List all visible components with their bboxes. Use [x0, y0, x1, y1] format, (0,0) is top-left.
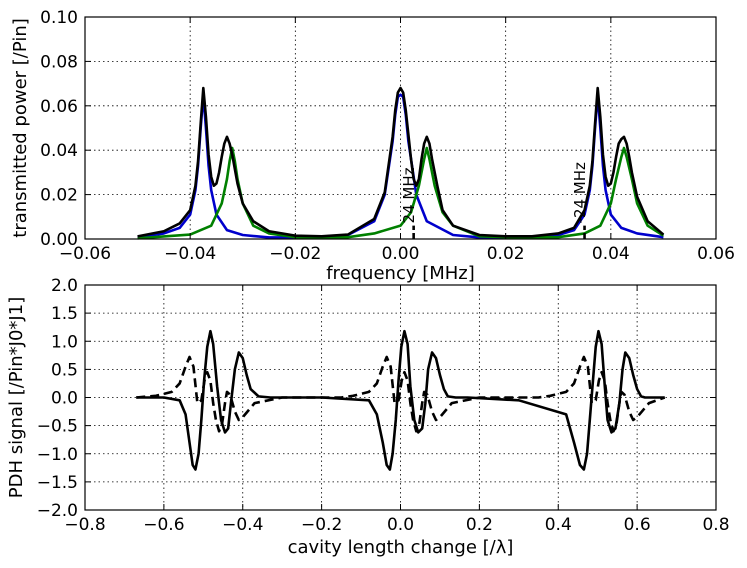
y-tick-label: 0.08 — [40, 52, 78, 72]
series-line-1 — [136, 355, 666, 433]
series-line-0 — [136, 329, 665, 471]
x-tick-label: 0.4 — [545, 515, 572, 535]
transmitted-power-panel: 24 MHz -24 MHz −0.06 −0.04 −0.02 0.00 0.02 0.04… — [10, 8, 735, 284]
annotation-label: -24 MHz — [571, 162, 589, 223]
x-tick-label: 0.0 — [387, 515, 414, 535]
y-tick-label: −0.5 — [37, 417, 78, 437]
x-tick-label: −0.02 — [269, 244, 321, 264]
y-tick-label: −1.0 — [37, 445, 78, 465]
series-line-1 — [137, 146, 665, 240]
y-tick-label: 1.5 — [51, 304, 78, 324]
x-axis-label: cavity length change [/λ] — [288, 537, 514, 558]
y-tick-label: −1.5 — [37, 473, 78, 493]
y-tick-label: −2.0 — [37, 501, 78, 521]
x-tick-label: 0.8 — [702, 515, 729, 535]
x-tick-label: 0.2 — [466, 515, 493, 535]
y-tick-label: 2.0 — [51, 276, 78, 296]
y-tick-label: 0.0 — [51, 389, 78, 409]
x-tick-label: −0.04 — [164, 244, 216, 264]
x-tick-label: −0.4 — [222, 515, 263, 535]
y-tick-label: 0.02 — [40, 186, 78, 206]
y-tick-label: 1.0 — [51, 332, 78, 352]
y-tick-label: 0.5 — [51, 360, 78, 380]
y-tick-label: 0.06 — [40, 97, 78, 117]
x-tick-label: −0.2 — [301, 515, 342, 535]
y-axis-label: PDH signal [/Pin*J0*J1] — [6, 297, 27, 498]
y-axis-label: transmitted power [/Pin] — [10, 18, 31, 237]
y-tick-label: 0.04 — [40, 141, 78, 161]
x-tick-label: 0.6 — [624, 515, 651, 535]
x-tick-label: 0.02 — [487, 244, 525, 264]
x-tick-label: −0.8 — [64, 515, 105, 535]
x-tick-label: 0.06 — [697, 244, 735, 264]
y-tick-label: 0.00 — [40, 230, 78, 250]
x-tick-label: 0.00 — [382, 244, 420, 264]
x-axis-label: frequency [MHz] — [326, 263, 475, 284]
x-tick-label: 0.04 — [592, 244, 630, 264]
x-tick-label: −0.6 — [143, 515, 184, 535]
y-tick-label: 0.10 — [40, 8, 78, 28]
x-tick-label: −0.06 — [59, 244, 111, 264]
annotation-label: 24 MHz — [400, 167, 418, 223]
pdh-signal-panel: −0.8 −0.6 −0.4 −0.2 0.0 0.2 0.4 0.6 0.8 −2.0 −1.5 −… — [6, 276, 730, 558]
series-line-2 — [137, 86, 665, 238]
